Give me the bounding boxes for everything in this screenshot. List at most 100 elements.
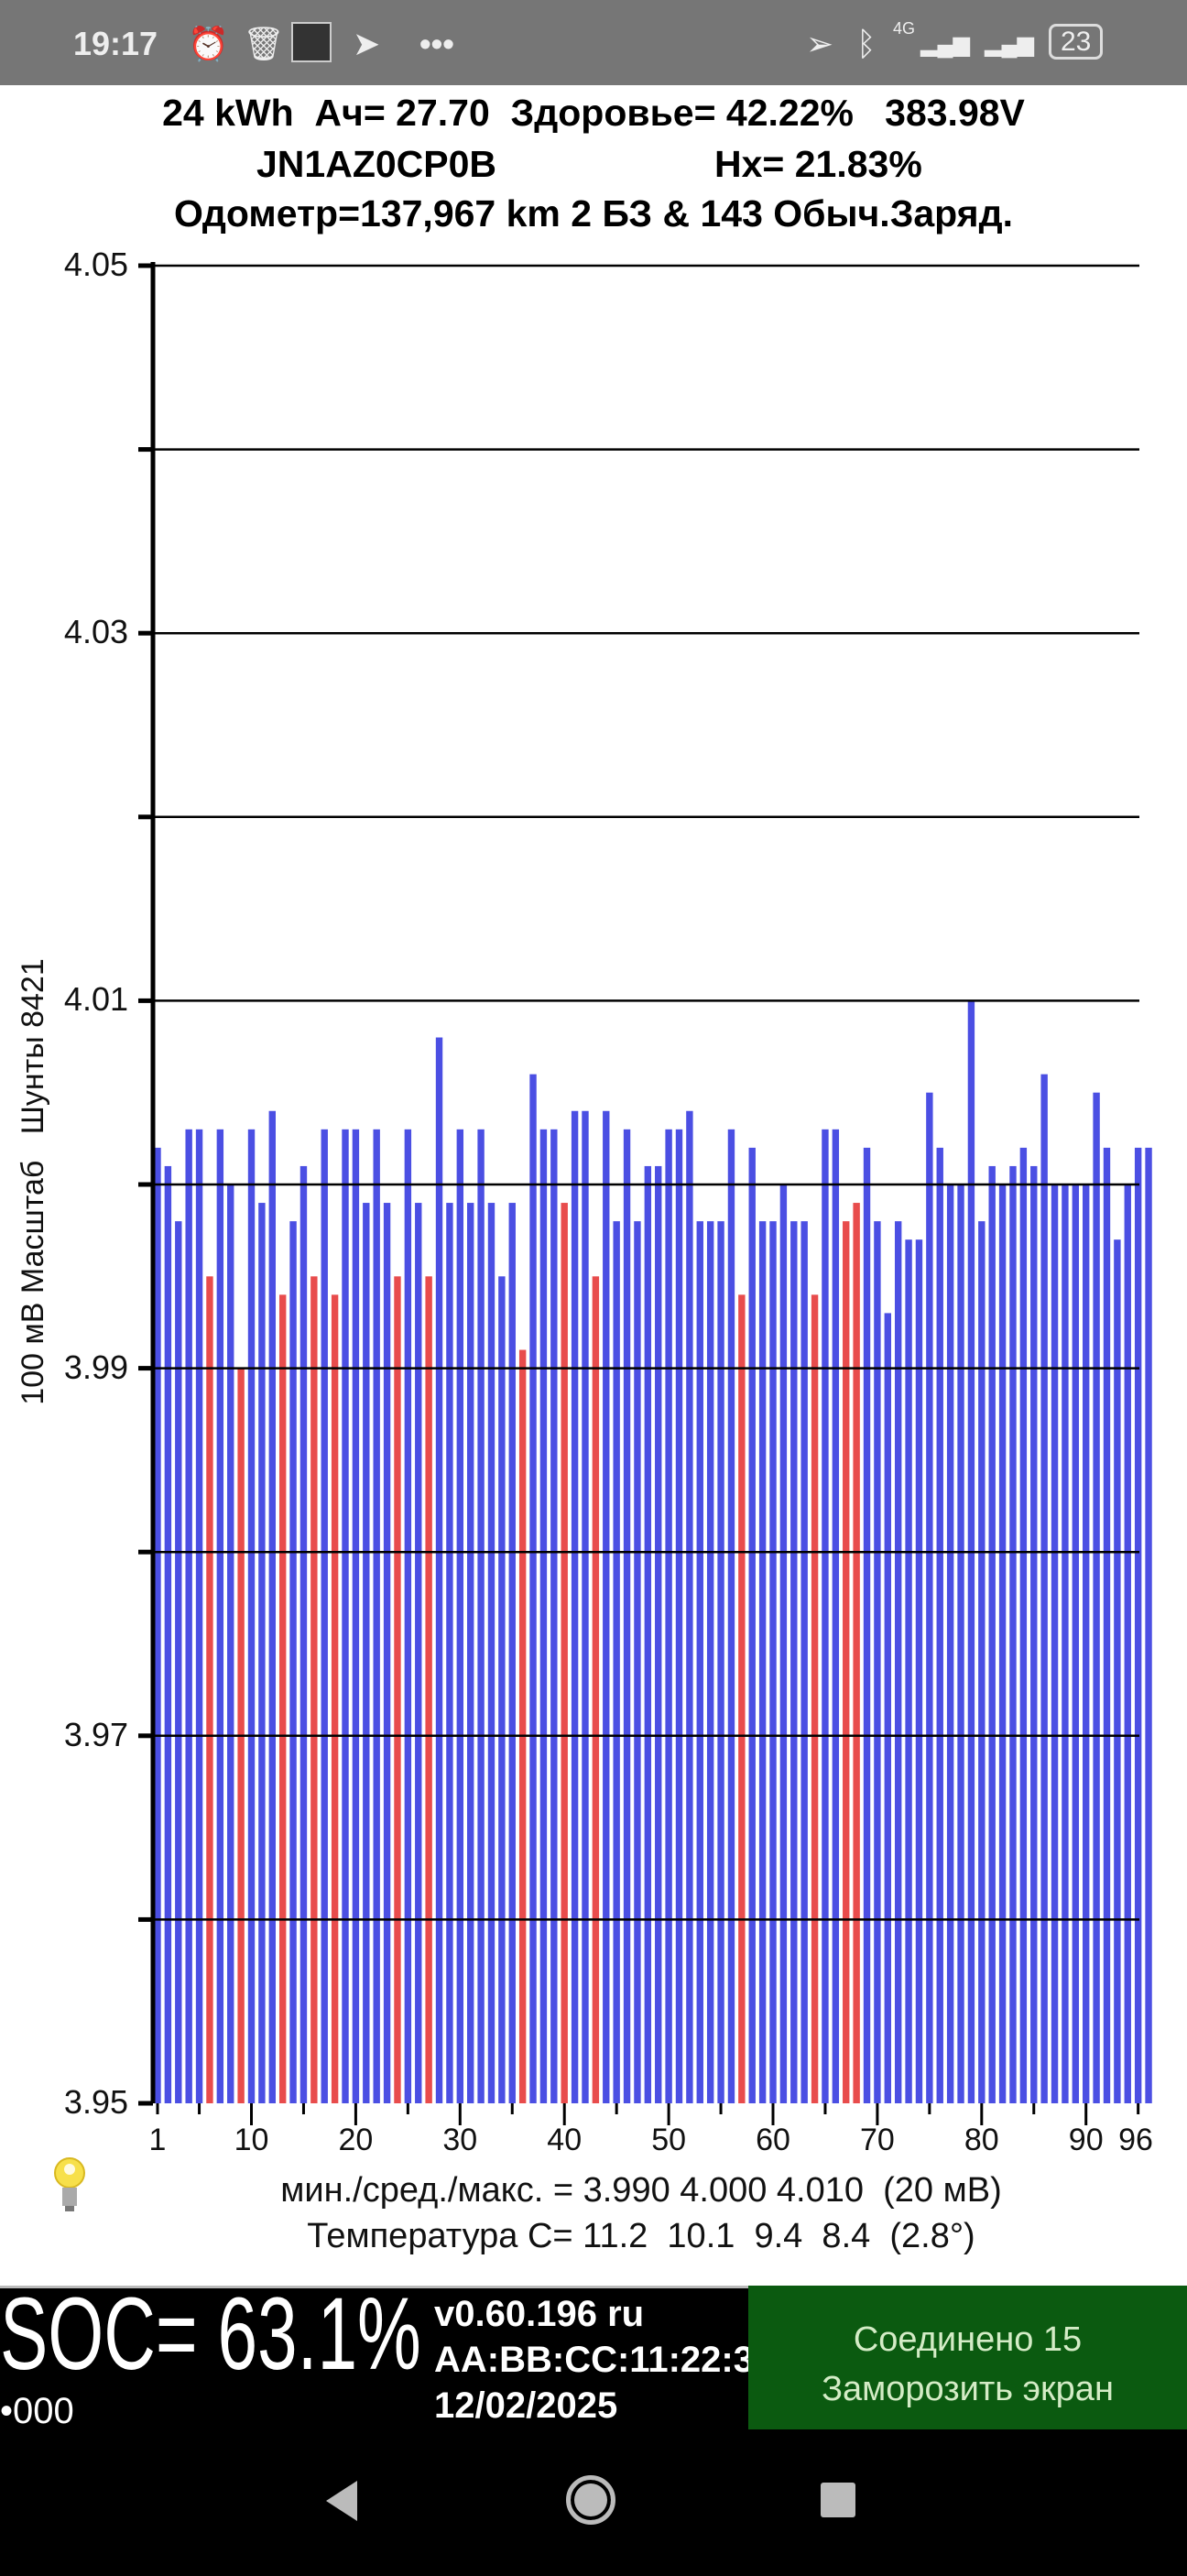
x-tick-label: 40 <box>547 2123 583 2157</box>
vin: JN1AZ0CP0B <box>256 143 497 185</box>
bar-cell-67 <box>843 1221 850 2103</box>
temperature: Температура C= 11.2 10.1 9.4 8.4 (2.8°) <box>307 2217 975 2255</box>
bar-cell-57 <box>738 1294 746 2103</box>
bluetooth-icon: ᛒ <box>856 25 877 62</box>
y-tick-label: 4.01 <box>63 980 128 1019</box>
signal-icon-1: ▂▄▆ <box>920 32 970 57</box>
bar-cell-66 <box>832 1129 840 2103</box>
bar-cell-84 <box>1019 1147 1028 2103</box>
signal-icon-2: ▂▄▆ <box>985 32 1034 57</box>
bar-cell-52 <box>686 1110 693 2103</box>
bar-cell-80 <box>978 1221 986 2103</box>
bar-cell-30 <box>456 1129 464 2103</box>
back-button[interactable] <box>326 2481 357 2521</box>
bar-cell-51 <box>675 1129 683 2103</box>
bar-cell-92 <box>1103 1147 1111 2103</box>
hx-value: Hx= 21.83% <box>714 143 922 185</box>
bar-cell-14 <box>289 1221 297 2103</box>
location-icon: ➢ <box>806 25 834 62</box>
bar-cell-95 <box>1134 1147 1142 2103</box>
bar-cell-62 <box>790 1221 798 2103</box>
bar-cell-12 <box>268 1110 276 2103</box>
freeze-label: Заморозить экран <box>822 2370 1114 2408</box>
bar-cell-76 <box>936 1147 943 2103</box>
trash-icon: 🗑 <box>243 25 285 62</box>
y-tick-label: 4.05 <box>63 246 128 283</box>
bar-cell-88 <box>1062 1184 1069 2103</box>
more-notifications-icon: ••• <box>419 25 454 62</box>
bar-cell-96 <box>1145 1147 1152 2103</box>
bar-cell-26 <box>415 1203 422 2103</box>
bar-cell-64 <box>811 1294 819 2103</box>
bar-cell-83 <box>1009 1165 1017 2103</box>
y-tick-label: 3.99 <box>63 1348 128 1386</box>
bar-cell-23 <box>383 1203 391 2103</box>
bar-cell-18 <box>331 1294 339 2103</box>
bar-cell-20 <box>352 1129 360 2103</box>
bar-cell-29 <box>446 1203 453 2103</box>
bar-cell-91 <box>1093 1092 1100 2103</box>
cell-voltage-chart[interactable] <box>0 0 1187 2290</box>
bar-cell-47 <box>634 1221 641 2103</box>
bar-cell-28 <box>435 1037 443 2103</box>
bar-cell-60 <box>769 1221 777 2103</box>
min-avg-max: мин./сред./макс. = 3.990 4.000 4.010 (20… <box>280 2171 1002 2210</box>
x-tick-label: 90 <box>1068 2123 1104 2157</box>
bar-cell-42 <box>582 1110 589 2103</box>
bar-cell-74 <box>915 1239 923 2103</box>
bar-cell-43 <box>592 1276 600 2103</box>
bar-cell-85 <box>1030 1165 1038 2103</box>
bar-cell-44 <box>603 1110 610 2103</box>
bar-cell-69 <box>863 1147 871 2103</box>
bar-cell-10 <box>247 1129 256 2103</box>
bar-cell-37 <box>529 1074 537 2103</box>
soc-value: SOC= 63.1% <box>0 2276 421 2391</box>
bar-cell-71 <box>884 1313 891 2103</box>
bar-cell-87 <box>1051 1184 1059 2103</box>
y-axis-title: 100 мВ Масштаб Шунты 8421 <box>16 958 50 1405</box>
bar-cell-50 <box>665 1129 672 2103</box>
date: 12/02/2025 <box>434 2385 618 2426</box>
bar-cell-53 <box>696 1221 703 2103</box>
bar-cell-86 <box>1040 1074 1048 2103</box>
app-version: v0.60.196 ru <box>434 2294 645 2334</box>
bar-cell-1 <box>154 1147 161 2103</box>
bar-cell-93 <box>1114 1239 1121 2103</box>
home-button[interactable] <box>566 2475 615 2525</box>
bar-cell-11 <box>258 1203 266 2103</box>
bar-cell-77 <box>946 1184 954 2103</box>
recents-button[interactable] <box>821 2483 855 2517</box>
x-tick-label: 30 <box>442 2123 478 2157</box>
bar-cell-63 <box>800 1221 808 2103</box>
bar-cell-68 <box>853 1203 860 2103</box>
lightbulb-icon[interactable] <box>51 2153 88 2217</box>
bar-cell-39 <box>550 1129 558 2103</box>
y-tick-label: 3.97 <box>63 1715 128 1753</box>
bar-cell-2 <box>164 1165 172 2103</box>
clock: 19:17 <box>73 25 158 62</box>
bar-cell-17 <box>321 1129 328 2103</box>
bar-cell-73 <box>905 1239 912 2103</box>
bar-cell-82 <box>998 1184 1007 2103</box>
bar-cell-56 <box>727 1129 735 2103</box>
status-bar: 19:17 ⏰ 🗑 ➤ ••• ➢ ᛒ 4G ▂▄▆ ▂▄▆ 23 <box>0 0 1187 85</box>
bar-cell-58 <box>748 1147 756 2103</box>
x-tick-label: 10 <box>234 2123 269 2157</box>
bar-cell-21 <box>363 1203 370 2103</box>
bar-cell-55 <box>717 1221 724 2103</box>
bar-cell-90 <box>1083 1184 1090 2103</box>
bar-cell-72 <box>894 1221 902 2103</box>
bar-cell-48 <box>644 1165 652 2103</box>
bar-cell-75 <box>926 1092 933 2103</box>
y-tick-label: 3.95 <box>63 2083 128 2121</box>
y-tick-label: 4.03 <box>63 613 128 651</box>
bar-cell-94 <box>1124 1184 1131 2103</box>
x-tick-label: 70 <box>859 2123 895 2157</box>
bar-cell-27 <box>425 1276 432 2103</box>
battery-icon: 23 <box>1049 24 1104 60</box>
network-type: 4G <box>893 19 916 38</box>
x-tick-label: 96 <box>1118 2123 1153 2157</box>
bar-cell-3 <box>175 1221 182 2103</box>
bar-cell-65 <box>822 1129 829 2103</box>
freeze-screen-button[interactable]: Соединено 15 Заморозить экран <box>748 2286 1187 2429</box>
